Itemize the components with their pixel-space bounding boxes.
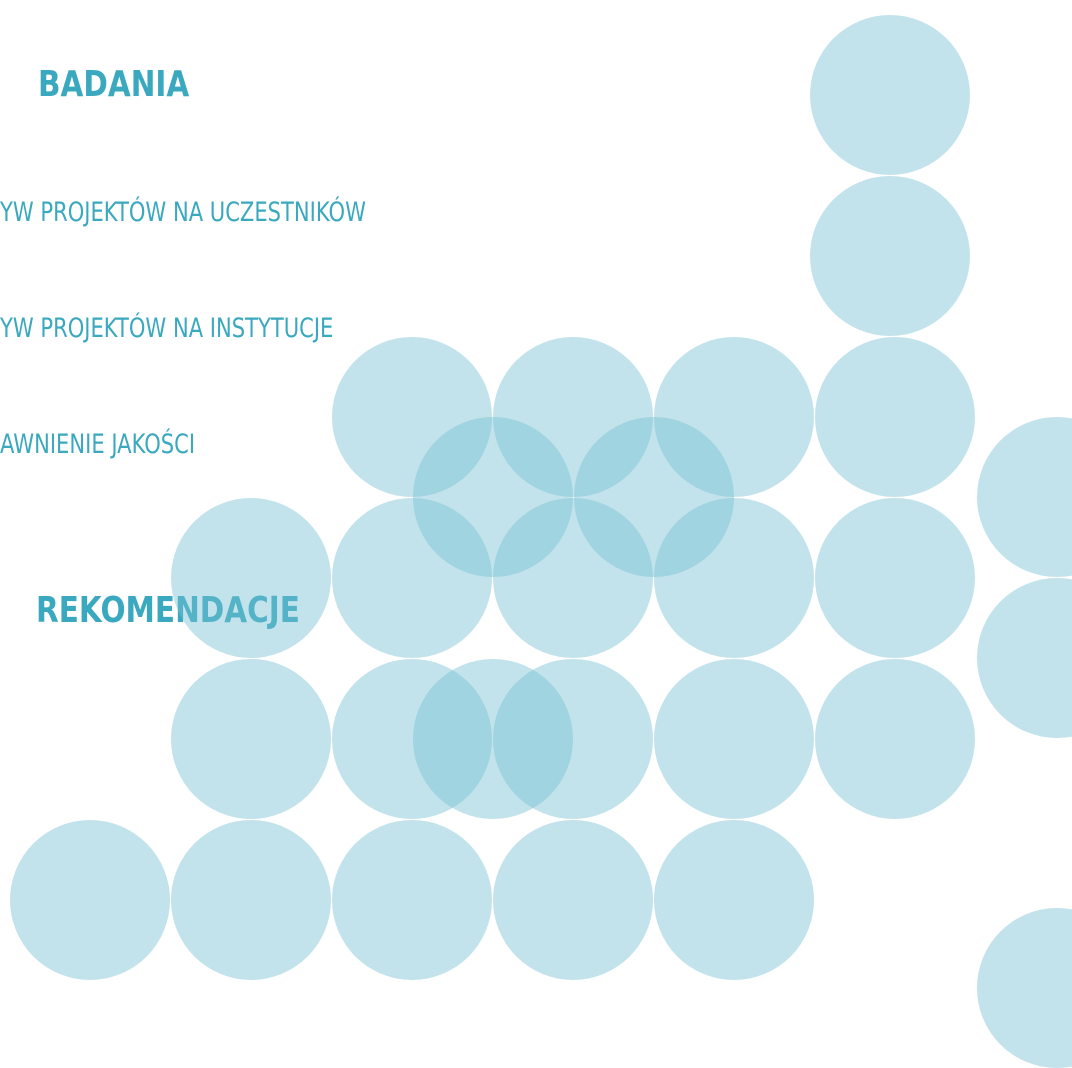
circle [493, 498, 653, 658]
page: BADANIA YW PROJEKTÓW NA UCZESTNIKÓW YW P… [0, 0, 1072, 1068]
circle [654, 498, 814, 658]
circle [171, 820, 331, 980]
circle [493, 659, 653, 819]
circle [654, 820, 814, 980]
circle [815, 337, 975, 497]
circle [493, 820, 653, 980]
circle [977, 417, 1072, 577]
circle [815, 498, 975, 658]
circle [810, 15, 970, 175]
circle [332, 498, 492, 658]
circle [171, 498, 331, 658]
circle [10, 820, 170, 980]
circle [332, 820, 492, 980]
circle [815, 659, 975, 819]
circle [977, 578, 1072, 738]
decorative-circles [0, 0, 1072, 1068]
circle [171, 659, 331, 819]
circle [977, 908, 1072, 1068]
circle [810, 176, 970, 336]
circle [654, 659, 814, 819]
